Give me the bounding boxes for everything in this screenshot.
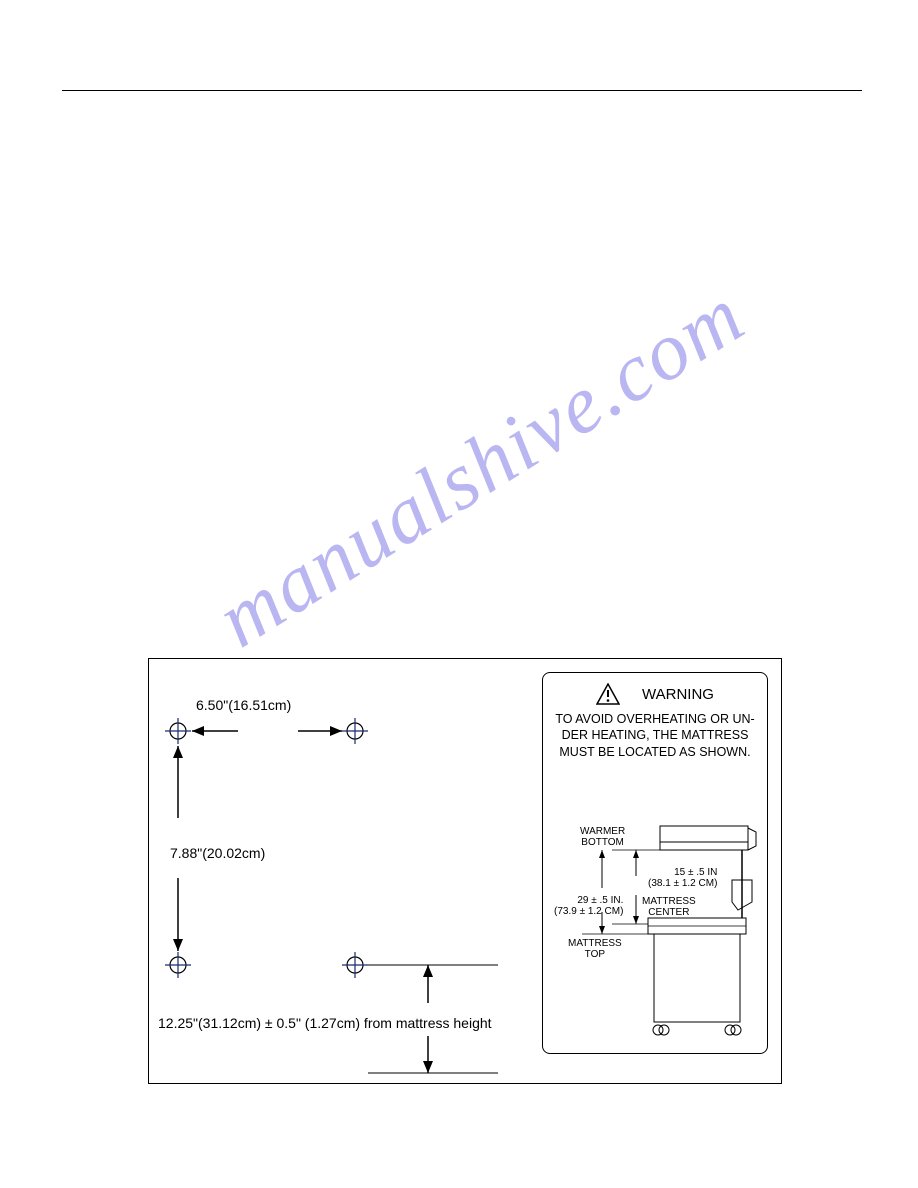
dimension-horizontal: 6.50"(16.51cm) (196, 697, 291, 713)
label-dim2: 29 ± .5 IN. (73.9 ± 1.2 CM) (554, 895, 623, 917)
warning-triangle-icon (596, 683, 620, 705)
warning-title: WARNING (642, 686, 714, 703)
label-mattress-center: MATTRESS CENTER (642, 896, 696, 918)
label-warmer-bottom: WARMER BOTTOM (580, 826, 625, 848)
label-dim1: 15 ± .5 IN (38.1 ± 1.2 CM) (648, 867, 717, 889)
dimension-vertical: 7.88"(20.02cm) (170, 845, 265, 861)
warmer-mini-diagram (552, 820, 758, 1042)
watermark-text: manualshive.com (201, 268, 761, 667)
horizontal-rule (62, 90, 862, 91)
warning-text: TO AVOID OVERHEATING OR UN­DER HEATING, … (549, 711, 761, 760)
dimension-bottom: 12.25"(31.12cm) ± 0.5" (1.27cm) from mat… (158, 1015, 492, 1031)
label-mattress-top: MATTRESS TOP (568, 938, 622, 960)
